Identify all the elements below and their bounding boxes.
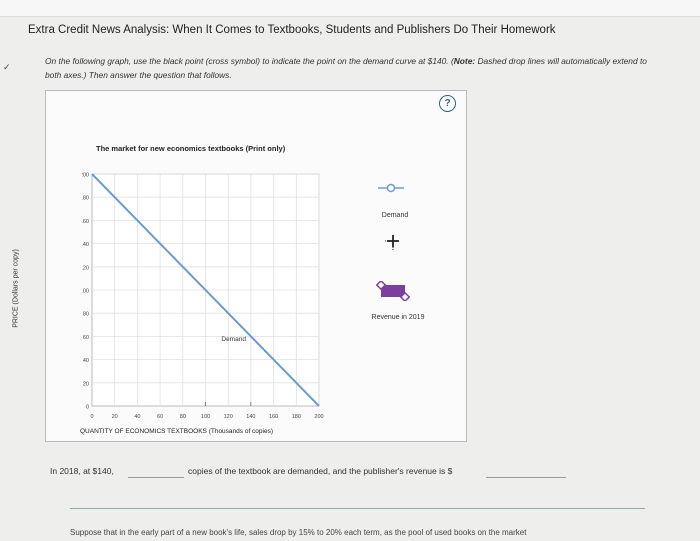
question-middle: copies of the textbook are demanded, and… bbox=[188, 466, 453, 476]
x-tick-label: 200 bbox=[314, 414, 323, 420]
y-tick-label: 180 bbox=[82, 196, 89, 202]
divider bbox=[70, 508, 645, 509]
x-tick-label: 20 bbox=[112, 414, 118, 420]
instructions-main: On the following graph, use the black po… bbox=[45, 56, 454, 66]
x-tick-label: 140 bbox=[246, 414, 255, 420]
y-tick-label: 40 bbox=[83, 358, 89, 364]
quantity-answer-field[interactable] bbox=[128, 463, 184, 478]
x-tick-labels: 0 20 40 60 80 100 120 140 160 180 200 bbox=[90, 414, 323, 420]
legend-demand-label: Demand bbox=[381, 212, 409, 219]
x-tick-label: 120 bbox=[224, 414, 233, 420]
check-icon: ✓ bbox=[3, 62, 11, 72]
chart-title: The market for new economics textbooks (… bbox=[96, 144, 286, 153]
demand-tool-icon[interactable] bbox=[376, 182, 406, 194]
help-icon[interactable]: ? bbox=[439, 95, 456, 112]
x-tick-label: 160 bbox=[269, 414, 278, 420]
x-tick-label: 0 bbox=[90, 414, 93, 420]
note-label: Note: bbox=[453, 56, 476, 66]
y-tick-label: 140 bbox=[82, 242, 89, 248]
y-tick-label: 20 bbox=[83, 381, 89, 387]
y-tick-label: 0 bbox=[86, 405, 89, 411]
instructions-note: Dashed drop lines will automatically ext… bbox=[45, 56, 647, 80]
y-tick-label: 200 bbox=[82, 173, 89, 179]
x-tick-label: 60 bbox=[157, 414, 163, 420]
chart-plot[interactable]: 0 20 40 60 80 100 120 140 160 180 200 0 20 40 60 80 100… bbox=[82, 160, 358, 440]
demand-line bbox=[91, 173, 320, 407]
x-tick-label: 80 bbox=[180, 414, 186, 420]
y-tick-label: 160 bbox=[82, 219, 89, 225]
next-question-text: Suppose that in the early part of a new … bbox=[70, 528, 527, 537]
y-axis-label: PRICE (Dollars per copy) bbox=[12, 249, 20, 328]
x-axis-label: QUANTITY OF ECONOMICS TEXTBOOKS (Thousan… bbox=[80, 428, 274, 435]
chart-series: Demand bbox=[91, 173, 320, 407]
legend-revenue-label: Revenue in 2019 bbox=[371, 314, 425, 321]
revenue-rectangle-tool-icon[interactable] bbox=[376, 281, 410, 301]
x-tick-label: 40 bbox=[134, 414, 140, 420]
x-tick-label: 180 bbox=[292, 414, 301, 420]
window-top-bar bbox=[0, 0, 700, 17]
y-tick-labels: 0 20 40 60 80 100 120 140 160 180 200 bbox=[82, 173, 89, 411]
y-tick-label: 100 bbox=[82, 289, 89, 295]
cross-point-tool-icon[interactable] bbox=[384, 232, 402, 250]
x-tick-label: 100 bbox=[201, 414, 210, 420]
y-tick-label: 60 bbox=[83, 335, 89, 341]
y-tick-label: 80 bbox=[83, 312, 89, 318]
question-prefix: In 2018, at $140, bbox=[50, 466, 114, 476]
demand-curve-label: Demand bbox=[221, 336, 246, 343]
y-tick-label: 120 bbox=[82, 265, 89, 271]
page-title: Extra Credit News Analysis: When It Come… bbox=[28, 24, 556, 36]
instructions: On the following graph, use the black po… bbox=[45, 54, 665, 82]
revenue-answer-field[interactable] bbox=[486, 463, 566, 478]
